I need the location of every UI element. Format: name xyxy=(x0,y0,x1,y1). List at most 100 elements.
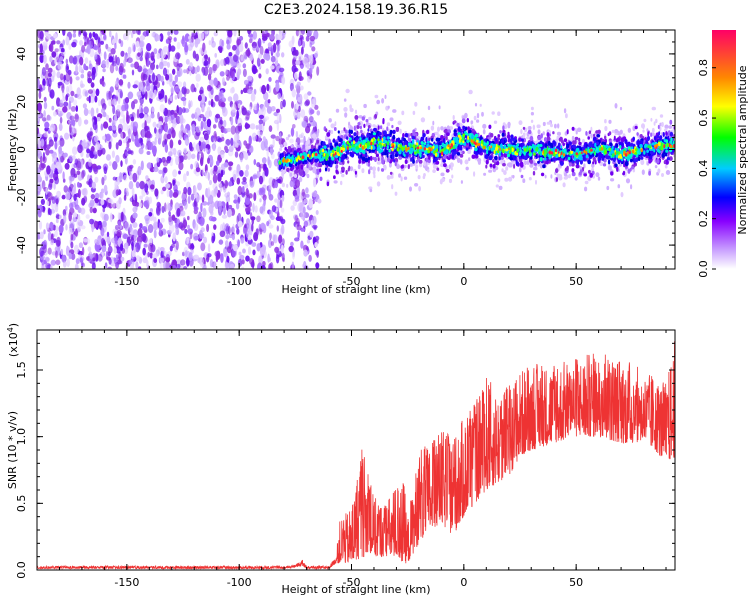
noise-dot xyxy=(202,116,207,122)
noise-dot xyxy=(289,179,294,188)
signal-dot xyxy=(373,127,377,132)
noise-dot xyxy=(82,103,87,109)
signal-dot xyxy=(340,180,343,186)
noise-dot xyxy=(214,94,220,102)
noise-dot xyxy=(153,258,158,263)
noise-dot xyxy=(168,189,173,198)
noise-dot xyxy=(183,81,187,88)
noise-dot xyxy=(173,37,177,42)
noise-dot xyxy=(120,131,124,141)
noise-dot xyxy=(70,201,77,208)
noise-dot xyxy=(245,164,250,171)
noise-dot xyxy=(139,180,145,190)
noise-dot xyxy=(49,89,55,99)
noise-dot xyxy=(49,55,53,63)
noise-dot xyxy=(49,127,54,132)
noise-dot xyxy=(233,140,237,149)
noise-dot xyxy=(309,109,315,115)
noise-dot xyxy=(281,194,285,202)
noise-dot xyxy=(159,104,165,113)
noise-dot xyxy=(42,41,48,46)
noise-dot xyxy=(90,95,95,104)
noise-dot xyxy=(187,44,193,51)
noise-dot xyxy=(210,101,216,108)
noise-dot xyxy=(65,63,69,74)
noise-dot xyxy=(203,133,209,141)
noise-dot xyxy=(53,132,59,141)
noise-dot xyxy=(89,175,93,180)
noise-dot xyxy=(315,210,319,215)
noise-dot xyxy=(79,40,84,46)
noise-dot xyxy=(176,63,180,72)
noise-dot xyxy=(164,94,168,104)
noise-dot xyxy=(67,158,70,164)
noise-dot xyxy=(218,84,222,90)
noise-dot xyxy=(136,108,140,119)
noise-dot xyxy=(268,224,274,229)
signal-dot xyxy=(422,175,426,180)
noise-dot xyxy=(225,69,228,75)
noise-dot xyxy=(145,83,151,92)
signal-dot xyxy=(499,130,502,134)
noise-dot xyxy=(124,242,129,250)
signal-dot xyxy=(664,164,668,169)
noise-dot xyxy=(253,192,257,202)
signal-dot xyxy=(574,139,577,145)
signal-dot xyxy=(583,173,587,177)
signal-dot xyxy=(293,174,298,178)
noise-dot xyxy=(299,85,304,91)
noise-dot xyxy=(244,197,251,205)
signal-dot xyxy=(610,171,614,176)
noise-dot xyxy=(123,194,127,201)
signal-dot xyxy=(584,180,589,185)
signal-dot xyxy=(616,166,619,172)
signal-dot xyxy=(343,98,347,102)
noise-dot xyxy=(212,124,217,129)
noise-dot xyxy=(223,119,227,128)
noise-dot xyxy=(170,87,175,94)
noise-dot xyxy=(168,210,172,217)
noise-dot xyxy=(80,74,85,79)
noise-dot xyxy=(115,154,120,163)
noise-dot xyxy=(294,179,300,188)
noise-dot xyxy=(239,170,244,177)
noise-dot xyxy=(300,109,306,118)
signal-dot xyxy=(483,172,487,176)
noise-dot xyxy=(107,198,113,204)
noise-dot xyxy=(130,63,135,68)
noise-dot xyxy=(130,31,134,39)
noise-dot xyxy=(312,120,316,128)
noise-dot xyxy=(116,104,122,112)
noise-dot xyxy=(167,31,171,36)
noise-dot xyxy=(268,159,272,169)
noise-dot xyxy=(134,137,140,147)
noise-dot xyxy=(118,197,122,205)
noise-dot xyxy=(104,262,108,269)
signal-dot xyxy=(391,124,394,129)
noise-dot xyxy=(122,233,129,240)
noise-dot xyxy=(68,252,72,260)
noise-dot xyxy=(132,125,138,133)
noise-dot xyxy=(168,115,172,125)
signal-dot xyxy=(630,166,635,170)
noise-dot xyxy=(120,243,124,251)
signal-dot xyxy=(281,171,285,177)
noise-dot xyxy=(156,52,161,60)
noise-dot xyxy=(238,35,244,41)
signal-dot xyxy=(335,165,338,170)
noise-dot xyxy=(78,242,83,249)
noise-dot xyxy=(81,170,85,179)
noise-dot xyxy=(184,228,188,235)
signal-dot xyxy=(335,108,340,113)
noise-dot xyxy=(108,125,113,131)
noise-dot xyxy=(125,146,129,151)
noise-dot xyxy=(147,58,150,68)
signal-dot xyxy=(317,198,322,204)
noise-dot xyxy=(218,203,222,213)
noise-dot xyxy=(145,144,148,150)
noise-dot xyxy=(94,54,98,60)
noise-dot xyxy=(114,224,120,231)
noise-dot xyxy=(51,105,55,111)
noise-dot xyxy=(106,92,110,101)
signal-dot xyxy=(311,133,317,139)
